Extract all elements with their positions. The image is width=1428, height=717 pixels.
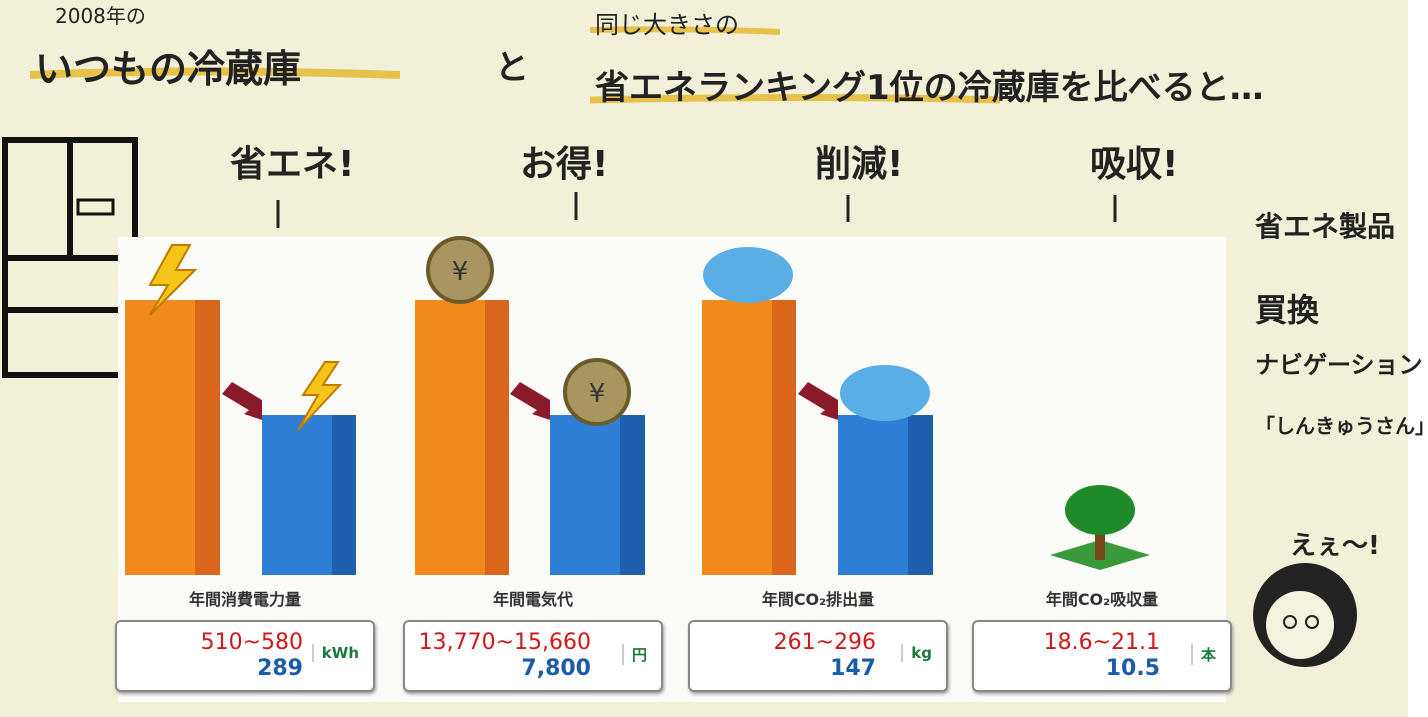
right-title: 省エネランキング1位の冷蔵庫を比べると… xyxy=(595,60,1264,109)
efficient-value: 10.5 xyxy=(1106,656,1160,681)
efficient-value: 7,800 xyxy=(521,656,591,681)
unit: 本 xyxy=(1191,644,1216,665)
usual-range: 261~296 xyxy=(774,630,876,655)
left-title: いつもの冷蔵庫 xyxy=(35,38,301,93)
usual-range: 13,770~15,660 xyxy=(419,630,591,655)
unit: kg xyxy=(901,644,932,662)
svg-text:¥: ¥ xyxy=(589,379,606,409)
side-note: 省エネ製品 xyxy=(1255,205,1395,245)
usual-range: 18.6~21.1 xyxy=(1044,630,1160,655)
subtitle: 同じ大きさの xyxy=(595,5,739,40)
unit: kWh xyxy=(312,644,359,662)
year-text: 2008年の xyxy=(55,0,146,29)
efficient-value: 147 xyxy=(830,656,876,681)
poster: ¥ ¥ 2008年の いつもの冷蔵庫 と 同じ大きさの 省エネランキング1位の冷… xyxy=(0,0,1428,717)
unit: 円 xyxy=(622,644,647,665)
panel-label: 年間消費電力量 xyxy=(115,586,375,610)
side-note: 「しんきゅうさん」 xyxy=(1255,410,1428,439)
exclaim: えぇ～! xyxy=(1290,525,1380,562)
girl-drawing xyxy=(1253,563,1357,667)
panel-label: 年間電気代 xyxy=(403,586,663,610)
side-note: ナビゲーション xyxy=(1255,345,1423,380)
callout: 吸収! xyxy=(1090,135,1178,187)
usual-range: 510~580 xyxy=(201,630,303,655)
side-note: 買換 xyxy=(1255,285,1319,331)
callout: 削減! xyxy=(815,135,903,187)
callout: 省エネ! xyxy=(230,135,354,187)
efficient-value: 289 xyxy=(257,656,303,681)
panel-label: 年間CO₂排出量 xyxy=(688,586,948,610)
panel-label: 年間CO₂吸収量 xyxy=(972,586,1232,610)
svg-text:¥: ¥ xyxy=(452,257,469,287)
connector: と xyxy=(495,40,529,89)
callout: お得! xyxy=(520,135,608,187)
